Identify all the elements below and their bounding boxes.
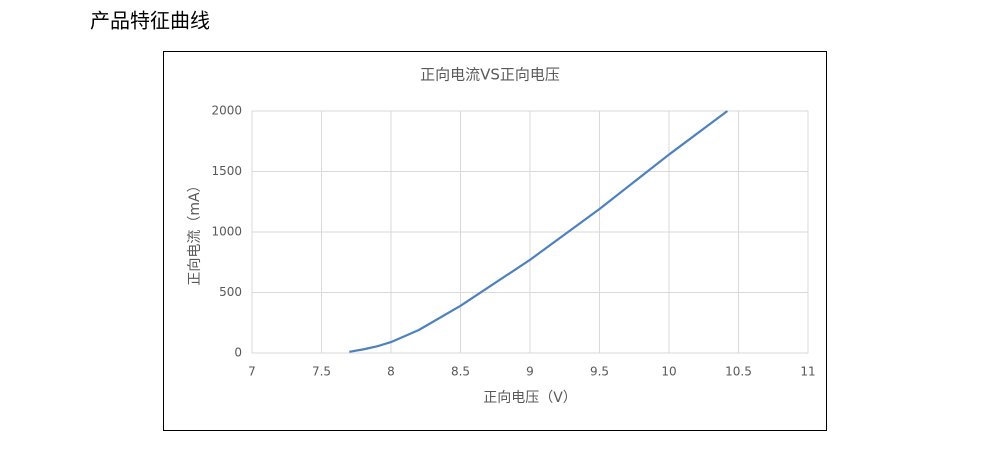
chart-title: 正向电流VS正向电压 bbox=[420, 66, 560, 84]
y-tick-label: 1500 bbox=[211, 164, 242, 178]
heading: 产品特征曲线 bbox=[90, 9, 210, 33]
x-axis-label: 正向电压（V） bbox=[483, 390, 577, 406]
x-tick-label: 10 bbox=[661, 365, 676, 379]
x-tick-label: 7 bbox=[248, 365, 256, 379]
y-tick-label: 0 bbox=[234, 346, 242, 360]
x-tick-label: 11 bbox=[800, 365, 815, 379]
y-axis-label: 正向电流（mA） bbox=[187, 178, 203, 285]
y-tick-label: 2000 bbox=[211, 104, 242, 118]
x-tick-label: 7.5 bbox=[312, 365, 331, 379]
x-tick-label: 8.5 bbox=[451, 365, 470, 379]
x-tick-label: 10.5 bbox=[725, 365, 752, 379]
y-tick-label: 1000 bbox=[211, 225, 242, 239]
x-tick-label: 9.5 bbox=[590, 365, 609, 379]
x-tick-label: 9 bbox=[526, 365, 534, 379]
chart-frame bbox=[163, 51, 827, 431]
data-line bbox=[349, 110, 729, 353]
x-tick-label: 8 bbox=[387, 365, 395, 379]
y-tick-label: 500 bbox=[219, 285, 242, 299]
